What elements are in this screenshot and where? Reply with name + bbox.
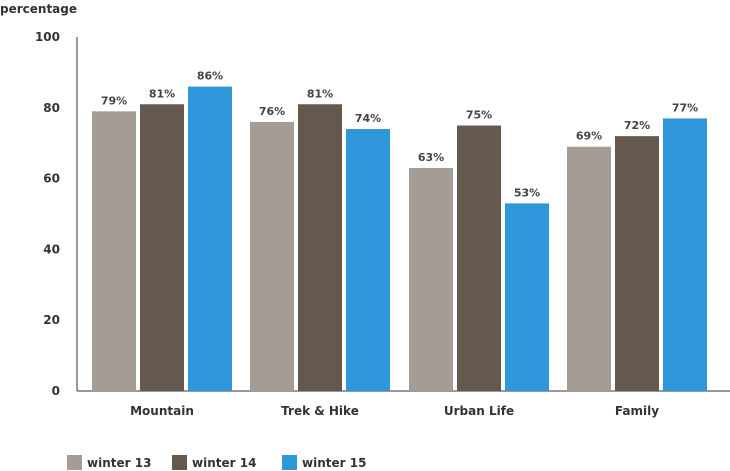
legend: winter 13 winter 14 winter 15: [67, 455, 366, 470]
y-tick-label: 100: [35, 30, 60, 44]
bar: [615, 136, 659, 391]
y-tick-label: 20: [43, 313, 60, 327]
y-axis-title: percentage: [0, 2, 77, 16]
category-label: Urban Life: [444, 404, 514, 418]
category-label: Family: [615, 404, 659, 418]
data-label: 74%: [355, 112, 381, 125]
bar: [188, 86, 232, 391]
bar: [505, 203, 549, 391]
data-label-group: 79% 81% 86% 76% 81% 74% 63% 75% 53% 69% 72% 77%: [101, 70, 698, 200]
y-tick-label: 40: [43, 242, 60, 256]
y-tick-label: 60: [43, 172, 60, 186]
bar: [140, 104, 184, 391]
bar: [409, 167, 453, 391]
data-label: 76%: [259, 105, 285, 118]
bar: [92, 111, 136, 391]
bar: [346, 129, 390, 392]
data-label: 77%: [672, 101, 698, 114]
y-tick-label: 0: [52, 384, 60, 398]
data-label: 81%: [149, 87, 175, 100]
legend-label: winter 14: [192, 456, 256, 470]
bar: [663, 118, 707, 392]
y-tick-label: 80: [43, 101, 60, 115]
category-label: Mountain: [130, 404, 194, 418]
data-label: 69%: [576, 130, 602, 143]
legend-label: winter 15: [302, 456, 366, 470]
data-label: 75%: [466, 109, 492, 122]
data-label: 86%: [197, 70, 223, 83]
category-label-group: Mountain Trek & Hike Urban Life Family: [130, 404, 659, 418]
legend-swatch: [282, 455, 297, 470]
legend-swatch: [172, 455, 187, 470]
bar: [298, 104, 342, 391]
data-label: 79%: [101, 94, 127, 107]
data-label: 72%: [624, 119, 650, 132]
bar: [457, 125, 501, 391]
bar-series-group: [92, 86, 707, 392]
legend-swatch: [67, 455, 82, 470]
category-label: Trek & Hike: [281, 404, 359, 418]
bar: [567, 146, 611, 391]
bar: [250, 121, 294, 392]
y-axis-ticks: 0 20 40 60 80 100: [35, 30, 60, 398]
data-label: 81%: [307, 87, 333, 100]
legend-label: winter 13: [87, 456, 151, 470]
data-label: 53%: [514, 186, 540, 199]
data-label: 63%: [418, 151, 444, 164]
